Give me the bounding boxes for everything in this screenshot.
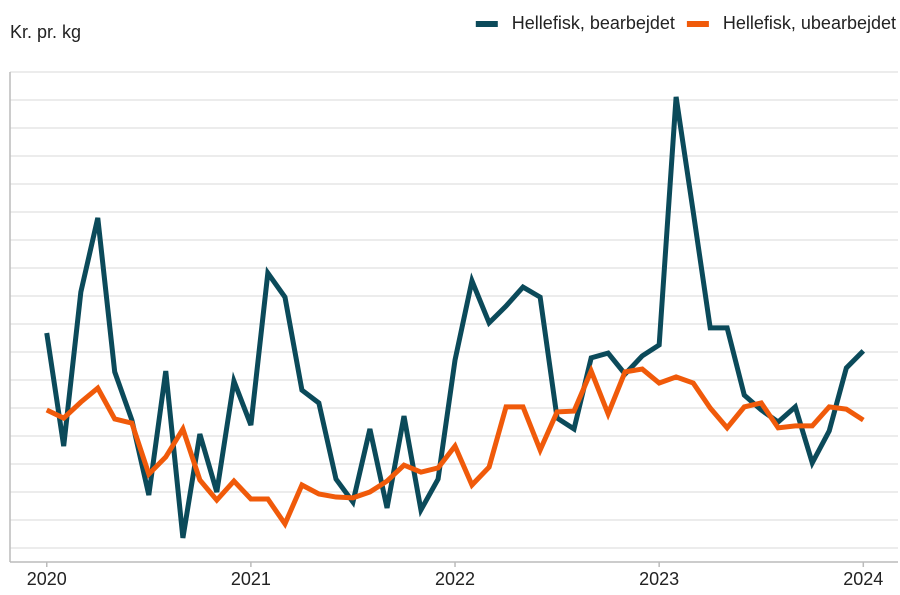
legend-label: Hellefisk, ubearbejdet	[723, 13, 896, 33]
x-tick-label: 2023	[639, 569, 679, 589]
series-line	[45, 364, 865, 530]
y-axis-label: Kr. pr. kg	[10, 22, 81, 42]
x-tick-label: 2022	[435, 569, 475, 589]
x-tick-label: 2020	[27, 569, 67, 589]
x-tick-label: 2021	[231, 569, 271, 589]
series-line	[44, 96, 866, 539]
x-tick-label: 2024	[843, 569, 883, 589]
legend-label: Hellefisk, bearbejdet	[512, 13, 675, 33]
